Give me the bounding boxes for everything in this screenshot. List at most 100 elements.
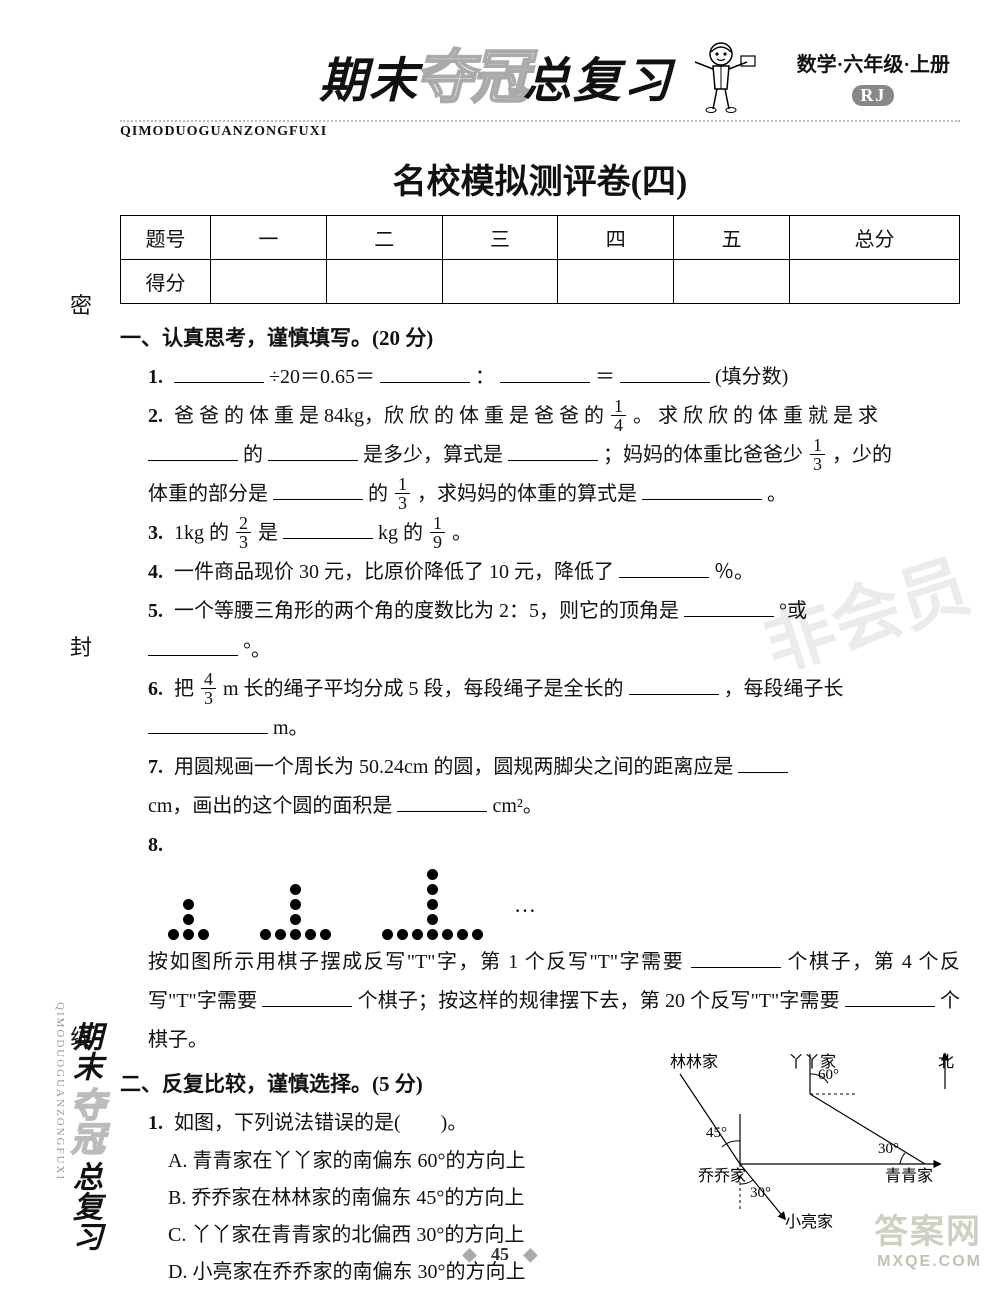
col-head: 五	[674, 216, 790, 260]
score-cell	[211, 260, 327, 304]
q2-t5: ；妈妈的体重比爸爸少	[603, 444, 803, 466]
map-xiaoliang: 小亮家	[785, 1213, 833, 1229]
section1-heading: 一、认真思考，谨慎填写。(20 分)	[120, 322, 960, 352]
margin-mi: 密	[70, 288, 92, 320]
fill-blank	[148, 716, 268, 734]
q3-num: 3.	[148, 522, 163, 544]
fraction-4-3: 43	[201, 670, 216, 707]
q1-t2: ：	[475, 366, 495, 388]
q6-t2: m 长的绳子平均分成 5 段，每段绳子是全长的	[223, 678, 624, 700]
map-a60: 60°	[818, 1067, 839, 1083]
fraction-1-3b: 13	[395, 475, 410, 512]
margin-vertical-title: 总复习 夺冠 期末	[18, 1021, 150, 1251]
option-a: A. 青青家在丫丫家的南偏东 60°的方向上	[168, 1143, 650, 1180]
row-label-1: 题号	[121, 216, 211, 260]
q2-t3: 的	[243, 444, 263, 466]
fill-blank	[500, 365, 590, 383]
q2-t9: ，求妈妈的体重的算式是	[417, 483, 637, 505]
question-5: 5. 一个等腰三角形的两个角的度数比为 2：5，则它的顶角是 °或 °。	[148, 592, 960, 670]
q4-t2: ％。	[714, 561, 754, 583]
fill-blank	[620, 365, 710, 383]
main-title: 期末 夺冠 总复习	[319, 30, 673, 114]
question-1: 1. ÷20＝0.65＝ ： ＝ (填分数)	[148, 358, 960, 397]
score-cell	[326, 260, 442, 304]
q4-num: 4.	[148, 561, 163, 583]
q7-t2: cm，画出的这个圆的面积是	[148, 795, 392, 817]
fill-blank	[273, 482, 363, 500]
frac-bot: 3	[201, 689, 216, 707]
fill-blank	[691, 950, 781, 968]
subject-line: 数学·六年级·上册	[797, 48, 950, 77]
frac-bot: 9	[430, 533, 445, 551]
col-head: 三	[442, 216, 558, 260]
score-table: 题号 一 二 三 四 五 总分 得分	[120, 215, 960, 304]
fill-blank	[397, 794, 487, 812]
q5-t3: °。	[243, 639, 271, 661]
q2-t2: 。 求 欣 欣 的 体 重 就 是 求	[633, 405, 878, 427]
score-cell	[674, 260, 790, 304]
option-b: B. 乔乔家在林林家的南偏东 45°的方向上	[168, 1180, 650, 1217]
score-cell	[790, 260, 960, 304]
map-a30b: 30°	[750, 1185, 771, 1201]
q7-t1: 用圆规画一个周长为 50.24cm 的圆，圆规两脚尖之间的距离应是	[174, 756, 733, 778]
q2-t10: 。	[767, 483, 787, 505]
s2q1-stem: 如图，下列说法错误的是( )。	[174, 1112, 467, 1134]
frac-top: 1	[611, 397, 626, 416]
table-row: 得分	[121, 260, 960, 304]
frac-top: 1	[810, 436, 825, 455]
q3-t3: kg 的	[378, 522, 423, 544]
question-4: 4. 一件商品现价 30 元，比原价降低了 10 元，降低了 ％。	[148, 553, 960, 592]
fill-blank	[283, 521, 373, 539]
col-head: 总分	[790, 216, 960, 260]
pattern-ellipsis: …	[514, 884, 540, 927]
wm-line1: 答案网	[874, 1204, 982, 1253]
title-part2: 总复习	[523, 41, 673, 111]
map-qingqing: 青青家	[885, 1167, 933, 1185]
frac-top: 2	[236, 514, 251, 533]
map-qiaoqiao: 乔乔家	[698, 1167, 746, 1185]
map-diagram: 林林家 丫丫家 乔乔家 青青家 小亮家 北 45° 60° 30° 30°	[660, 1049, 960, 1229]
fill-blank	[380, 365, 470, 383]
subtitle: 名校模拟测评卷(四)	[120, 154, 960, 203]
q2-t8: 的	[368, 483, 388, 505]
margin-title-p1: 期末	[62, 1021, 106, 1081]
q5-num: 5.	[148, 600, 163, 622]
q1-num: 1.	[148, 366, 163, 388]
q4-t1: 一件商品现价 30 元，比原价降低了 10 元，降低了	[174, 561, 614, 583]
title-outline: 夺冠	[415, 30, 527, 114]
title-part1: 期末	[319, 41, 419, 111]
fraction-1-3: 13	[810, 436, 825, 473]
q8-t3: 个棋子；按这样的规律摆下去，第 20 个反写"T"字需要	[358, 990, 840, 1012]
fill-blank	[268, 443, 358, 461]
diamond-icon: ◆	[524, 1244, 538, 1264]
q8-num: 8.	[148, 834, 163, 856]
q8-t1: 按如图所示用棋子摆成反写"T"字，第 1 个反写"T"字需要	[148, 951, 684, 973]
q2-t7: 体重的部分是	[148, 483, 268, 505]
table-row: 题号 一 二 三 四 五 总分	[121, 216, 960, 260]
fill-blank	[642, 482, 762, 500]
margin-title-p2: 总复习	[62, 1161, 106, 1251]
option-d: D. 小亮家在乔乔家的南偏东 30°的方向上	[168, 1254, 650, 1291]
dot-pattern-2	[260, 884, 332, 941]
map-a30a: 30°	[878, 1141, 899, 1157]
fill-blank	[148, 443, 238, 461]
q6-num: 6.	[148, 678, 163, 700]
question-2: 2. 爸 爸 的 体 重 是 84kg，欣 欣 的 体 重 是 爸 爸 的 14…	[148, 397, 960, 514]
diamond-icon: ◆	[463, 1244, 477, 1264]
question-6: 6. 把 43 m 长的绳子平均分成 5 段，每段绳子是全长的 ，每段绳子长 m…	[148, 670, 960, 748]
q6-t4: m。	[273, 717, 309, 739]
dot-patterns: …	[168, 869, 960, 941]
margin-title-outline: 夺冠	[60, 1087, 109, 1155]
q2-t6: ，少的	[832, 444, 892, 466]
fill-blank	[629, 677, 719, 695]
map-north: 北	[938, 1053, 954, 1071]
fill-blank	[738, 755, 788, 773]
fraction-1-4: 14	[611, 397, 626, 434]
q6-t3: ，每段绳子长	[724, 678, 844, 700]
fraction-2-3: 23	[236, 514, 251, 551]
q3-t1: 1kg 的	[174, 522, 229, 544]
fill-blank	[174, 365, 264, 383]
q6-t1: 把	[174, 678, 194, 700]
rj-badge: RJ	[852, 85, 894, 106]
frac-top: 1	[395, 475, 410, 494]
